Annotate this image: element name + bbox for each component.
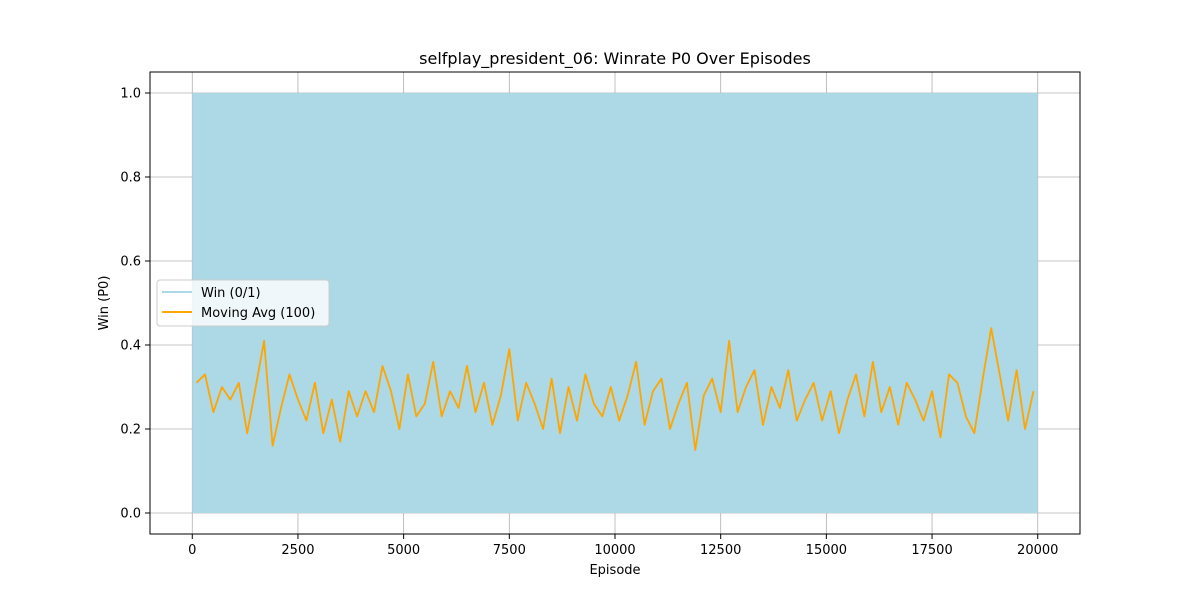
y-tick-label: 0.6: [120, 255, 141, 270]
moving-avg-line: [195, 327, 1035, 451]
x-tick-label: 12500: [700, 543, 741, 558]
y-tick-label: 0.2: [120, 423, 141, 438]
y-tick-label: 1.0: [120, 87, 141, 102]
x-tick-label: 17500: [911, 543, 952, 558]
x-tick-label: 5000: [387, 543, 420, 558]
legend-box: [156, 279, 330, 327]
x-tick-label: 7500: [493, 543, 526, 558]
legend-entry-moving-avg: Moving Avg (100): [201, 306, 315, 321]
x-tick-label: 2500: [281, 543, 314, 558]
y-tick-label: 0.4: [120, 339, 141, 354]
y-tick-label: 0.0: [120, 507, 141, 522]
x-tick-label: 15000: [806, 543, 847, 558]
plot-series: [192, 93, 1038, 513]
legend-entry-win: Win (0/1): [201, 286, 261, 301]
x-tick-label: 10000: [594, 543, 635, 558]
chart-title: selfplay_president_06: Winrate P0 Over E…: [419, 49, 811, 69]
axis-ticks: 0 2500 5000 7500 10000 12500 15000 17500 20000 0.…: [120, 87, 1058, 559]
x-tick-label: 0: [188, 543, 196, 558]
legend: Win (0/1) Moving Avg (100): [156, 279, 330, 327]
win-series-band: [192, 93, 1038, 513]
y-axis-label: Win (P0): [97, 276, 112, 331]
x-tick-label: 20000: [1017, 543, 1058, 558]
x-axis-label: Episode: [589, 563, 640, 578]
y-tick-label: 0.8: [120, 171, 141, 186]
